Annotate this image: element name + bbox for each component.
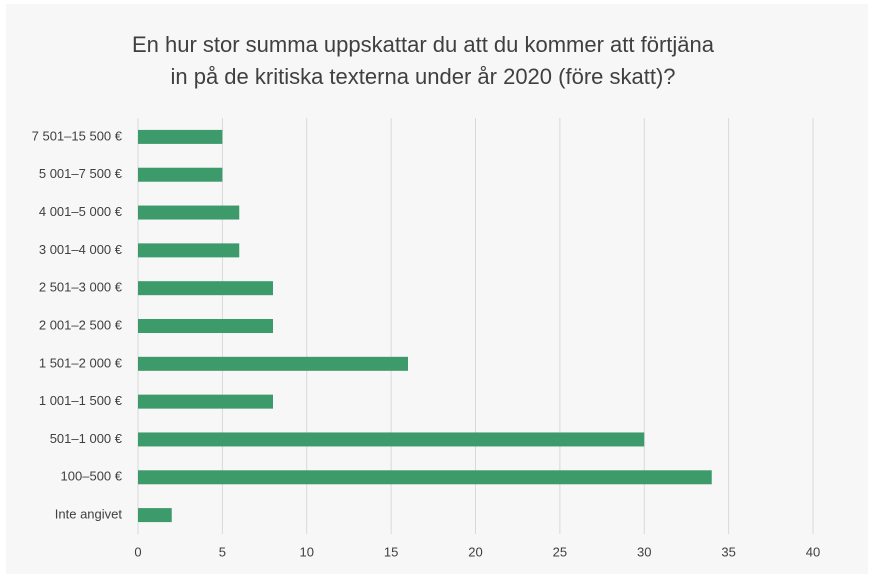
bar — [138, 129, 223, 144]
bar — [138, 508, 172, 523]
chart-title: En hur stor summa uppskattar du att du k… — [132, 32, 715, 57]
y-tick-label: 1 501–2 000 € — [39, 355, 123, 370]
x-tick-label: 0 — [134, 544, 141, 559]
bar — [138, 205, 240, 220]
bar — [138, 432, 645, 447]
x-tick-label: 15 — [384, 544, 398, 559]
y-tick-label: 5 001–7 500 € — [39, 166, 123, 181]
x-tick-label: 20 — [468, 544, 482, 559]
bar — [138, 281, 273, 296]
y-tick-label: 100–500 € — [61, 469, 123, 484]
x-tick-label: 30 — [637, 544, 651, 559]
y-tick-label: Inte angivet — [55, 507, 123, 522]
y-tick-label: 1 001–1 500 € — [39, 393, 123, 408]
chart-background — [6, 4, 868, 574]
x-tick-label: 35 — [721, 544, 735, 559]
bar — [138, 470, 712, 485]
x-tick-label: 25 — [553, 544, 567, 559]
y-tick-label: 2 001–2 500 € — [39, 317, 123, 332]
x-tick-label: 5 — [219, 544, 226, 559]
y-tick-label: 7 501–15 500 € — [32, 128, 123, 143]
y-tick-label: 3 001–4 000 € — [39, 242, 123, 257]
y-tick-label: 501–1 000 € — [50, 431, 123, 446]
bar — [138, 356, 408, 371]
bar — [138, 394, 273, 409]
y-tick-label: 2 501–3 000 € — [39, 280, 123, 295]
y-tick-label: 4 001–5 000 € — [39, 204, 123, 219]
chart-title: in på de kritiska texterna under år 2020… — [170, 64, 675, 89]
bar — [138, 319, 273, 333]
bar — [138, 167, 223, 182]
bar — [138, 243, 240, 258]
x-tick-label: 10 — [300, 544, 314, 559]
x-tick-label: 40 — [806, 544, 820, 559]
